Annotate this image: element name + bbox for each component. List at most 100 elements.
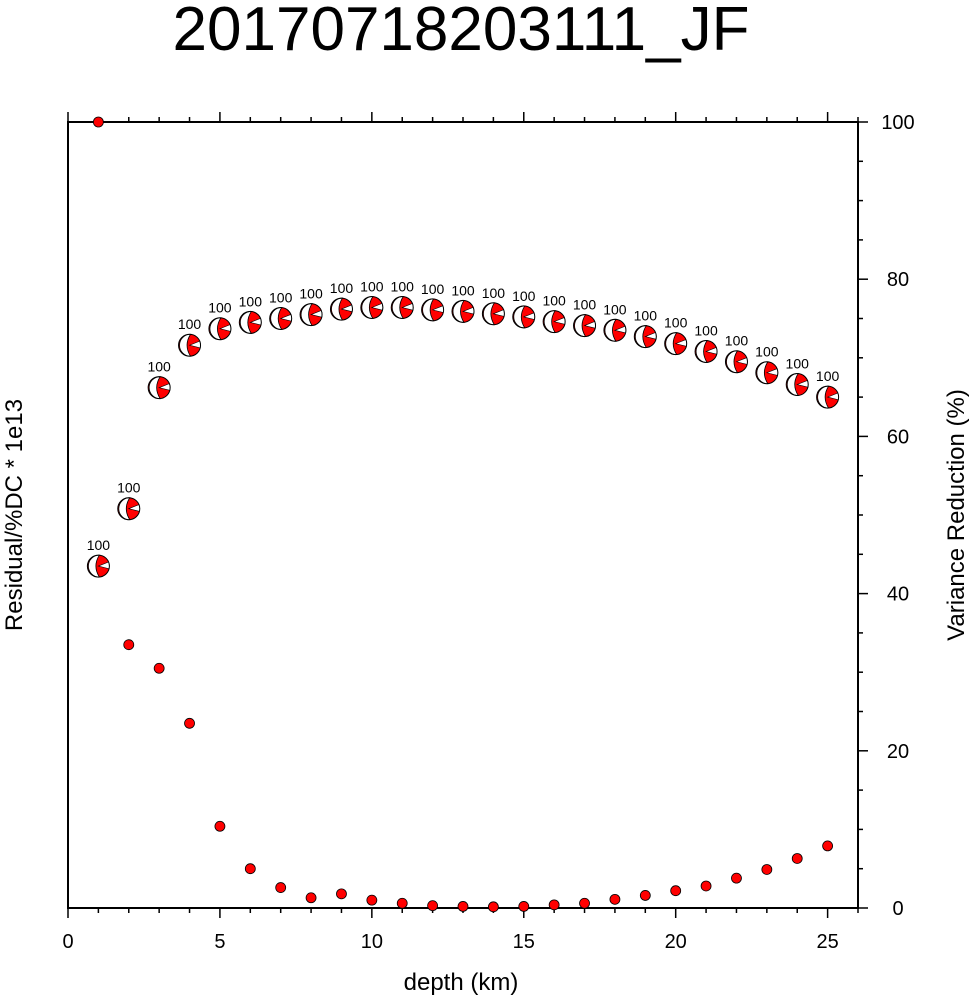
residual-point <box>184 717 195 729</box>
dc-percent-label: 100 <box>694 323 718 339</box>
focal-mechanism: 100 <box>147 359 171 400</box>
dc-percent-label: 100 <box>239 293 263 309</box>
focal-mechanism: 100 <box>694 323 718 364</box>
focal-mechanism: 100 <box>269 290 293 330</box>
focal-mechanism: 100 <box>390 278 415 319</box>
dc-percent-label: 100 <box>421 281 445 297</box>
residual-point <box>244 863 256 875</box>
residual-point <box>336 888 347 900</box>
beachball-outline <box>694 340 718 364</box>
residual-point <box>123 639 135 651</box>
focal-mechanism: 100 <box>421 281 445 322</box>
dc-percent-label: 100 <box>786 356 810 372</box>
y-tick-labels: 0 20 40 60 80 100 <box>881 112 914 920</box>
y-tick-label: 80 <box>887 269 909 291</box>
residual-point <box>487 901 499 913</box>
focal-mechanism: 100 <box>816 368 840 409</box>
focal-mechanism: 100 <box>755 344 779 385</box>
beachball-outline <box>147 376 171 400</box>
beachball-outline <box>512 305 536 329</box>
residual-point <box>731 872 742 884</box>
dc-percent-label: 100 <box>451 282 475 298</box>
beachball-outline <box>755 361 779 385</box>
dc-percent-label: 100 <box>634 308 658 324</box>
focal-mechanism: 100 <box>634 308 658 349</box>
focal-mechanism: 100 <box>725 333 749 374</box>
dc-percent-label: 100 <box>330 280 354 296</box>
beachball-outline <box>603 318 627 342</box>
focal-mechanism: 100 <box>481 285 505 326</box>
beachball-outline <box>816 385 840 409</box>
x-tick-label: 25 <box>816 931 838 953</box>
dc-percent-label: 100 <box>755 344 779 360</box>
beachball-outline <box>542 310 566 334</box>
focal-mechanism: 100 <box>86 537 111 578</box>
dc-percent-label: 100 <box>391 278 415 294</box>
beachball-outline <box>573 314 597 338</box>
x-tick-label: 15 <box>513 931 535 953</box>
beachball-outline <box>785 373 809 397</box>
y-tick-label: 40 <box>887 584 909 606</box>
x-tick-labels: 0 5 10 15 20 25 <box>62 931 838 953</box>
residual-point <box>427 900 439 912</box>
residual-point <box>822 840 834 852</box>
beachball-outline <box>390 295 414 319</box>
dc-percent-label: 100 <box>208 300 232 316</box>
beachball-outline <box>481 302 505 326</box>
focal-mechanism: 100 <box>329 280 354 321</box>
focal-mechanism: 100 <box>451 282 475 323</box>
residual-point <box>518 901 530 912</box>
chart-title: 20170718203111_JF <box>173 0 750 64</box>
dc-percent-label: 100 <box>87 537 111 553</box>
y-tick-label: 0 <box>892 898 903 920</box>
focal-mechanism: 100 <box>542 293 566 334</box>
focal-mechanism: 100 <box>360 278 384 319</box>
focal-mechanism: 100 <box>117 480 141 521</box>
axis-ticks <box>67 112 868 918</box>
dc-percent-label: 100 <box>178 316 202 332</box>
focal-mechanism: 100 <box>512 288 536 329</box>
residual-points <box>92 116 834 913</box>
residual-point <box>457 901 469 912</box>
dc-percent-label: 100 <box>603 301 627 317</box>
beachball-outline <box>86 554 110 578</box>
residual-point <box>609 893 621 905</box>
dc-percent-label: 100 <box>299 286 323 302</box>
dc-percent-label: 100 <box>542 293 566 309</box>
beachball-outline <box>360 295 384 319</box>
x-tick-label: 10 <box>361 931 383 953</box>
residual-point <box>305 892 317 904</box>
plot-frame <box>67 121 859 909</box>
residual-point <box>275 882 287 893</box>
y-tick-label: 100 <box>881 112 914 134</box>
residual-point <box>548 899 560 911</box>
residual-point <box>639 890 651 901</box>
focal-mechanism: 100 <box>299 286 323 327</box>
dc-percent-label: 100 <box>816 368 840 384</box>
y-tick-label: 60 <box>887 426 909 448</box>
residual-point <box>761 864 773 875</box>
beachball-outline <box>238 310 262 334</box>
beachball-outline <box>178 333 202 357</box>
focal-mechanism: 100 <box>603 301 627 342</box>
beachball-outline <box>451 299 475 323</box>
y-axis-label-right: Variance Reduction (%) <box>943 389 970 641</box>
residual-point <box>92 116 104 128</box>
dc-percent-label: 100 <box>725 333 749 349</box>
focal-mechanism: 100 <box>664 315 688 356</box>
x-tick-label: 20 <box>665 931 687 953</box>
focal-mechanisms: 100 100 100 100 100 100 100 100 100 100 100 100 100 1… <box>86 278 840 578</box>
residual-point <box>579 897 590 909</box>
dc-percent-label: 100 <box>147 359 171 375</box>
beachball-outline <box>329 297 353 321</box>
beachball-outline <box>421 298 445 322</box>
residual-point <box>214 820 226 832</box>
focal-mechanism: 100 <box>178 316 202 357</box>
focal-mechanism: 100 <box>573 297 597 338</box>
residual-point <box>153 662 165 674</box>
beachball-outline <box>269 307 293 330</box>
residual-point <box>791 853 803 864</box>
dc-percent-label: 100 <box>269 290 293 306</box>
x-tick-label: 5 <box>214 931 225 953</box>
